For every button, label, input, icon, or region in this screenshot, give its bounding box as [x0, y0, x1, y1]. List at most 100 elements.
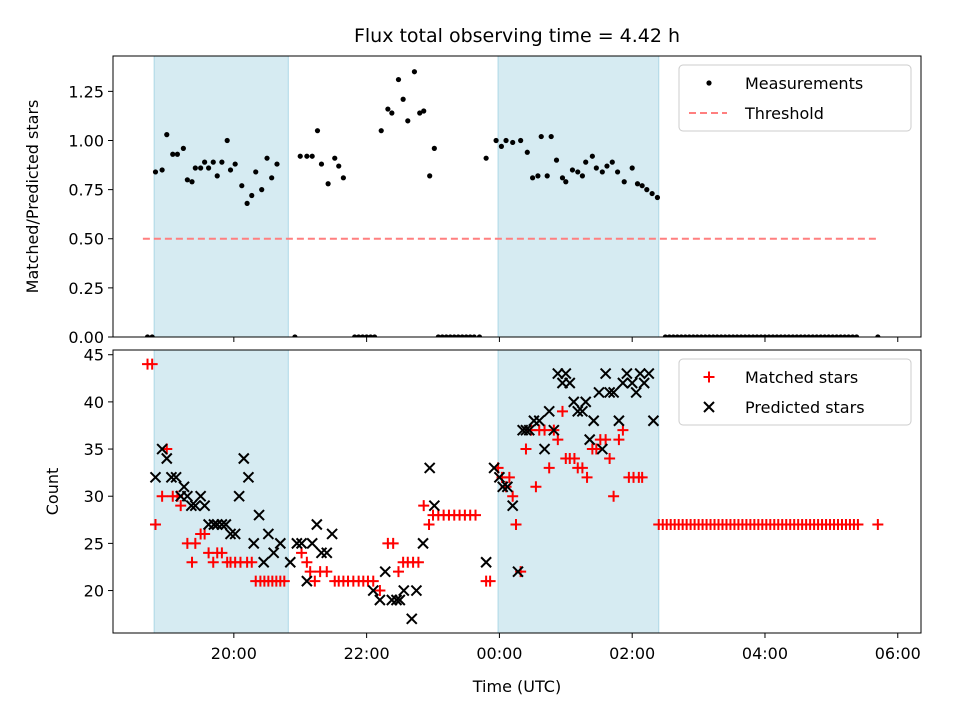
measurement-point	[332, 155, 338, 161]
measurement-point	[227, 167, 234, 173]
measurement-point	[589, 153, 595, 159]
measurement-point	[670, 334, 676, 337]
matched-point	[590, 443, 602, 455]
measurement-point	[318, 161, 325, 167]
x-tick-label: 04:00	[742, 644, 788, 663]
legend: Measurements Threshold	[678, 64, 912, 132]
x-tick-label: 02:00	[609, 644, 655, 663]
measurement-point	[192, 165, 198, 171]
predicted-point	[520, 424, 532, 436]
predicted-point	[560, 367, 572, 380]
predicted-point	[181, 490, 194, 502]
y-tick-label: 1.25	[68, 82, 104, 101]
measurement-point	[579, 173, 585, 179]
predicted-point	[394, 594, 406, 606]
measurement-point	[435, 334, 441, 337]
measurement-point	[842, 334, 848, 337]
measurement-point	[180, 145, 186, 151]
measurement-point	[575, 169, 581, 175]
data-layer	[142, 69, 881, 337]
legend: Matched stars Predicted stars	[678, 358, 912, 426]
measurement-point	[304, 153, 310, 159]
measurement-point	[202, 159, 208, 165]
measurement-point	[814, 334, 820, 337]
x-tick-label: 22:00	[344, 644, 390, 663]
measurement-point	[548, 133, 554, 140]
measurement-point	[850, 334, 856, 337]
shaded-region-1	[153, 349, 289, 634]
predicted-point	[224, 528, 237, 540]
measurement-point	[364, 334, 370, 337]
measurement-point	[476, 334, 483, 337]
measurement-point	[530, 175, 536, 181]
measurement-point	[459, 334, 465, 337]
measurement-point	[593, 165, 599, 171]
measurement-point	[690, 334, 696, 337]
predicted-point	[596, 443, 609, 455]
shaded-region-2	[497, 55, 660, 338]
matched-point	[392, 566, 404, 578]
matched-point	[304, 566, 316, 578]
measurement-point	[538, 133, 544, 140]
measurement-point	[493, 137, 499, 144]
predicted-point	[233, 490, 245, 502]
measurement-point	[503, 137, 509, 144]
predicted-point	[374, 594, 386, 606]
predicted-point	[406, 613, 418, 625]
measurement-point	[389, 110, 395, 116]
measurement-point	[405, 118, 411, 124]
measurement-point	[264, 155, 270, 161]
predicted-point	[488, 462, 500, 474]
y-tick-label: 20	[84, 582, 104, 601]
measurement-point	[400, 96, 406, 102]
predicted-point	[533, 415, 545, 427]
predicted-point	[398, 584, 410, 597]
legend-box	[678, 64, 912, 132]
legend-label: Predicted stars	[745, 398, 865, 417]
matched-point	[189, 537, 201, 549]
legend-predicted-swatch	[703, 401, 715, 413]
measurement-point	[634, 181, 641, 187]
matched-point	[552, 434, 564, 446]
predicted-point	[417, 537, 429, 550]
measurement-point	[718, 334, 724, 337]
measurement-point	[164, 132, 170, 138]
predicted-point	[161, 452, 173, 465]
matched-point	[604, 452, 616, 464]
measurement-point	[210, 159, 216, 165]
measurement-point	[726, 334, 732, 337]
measurement-point	[766, 334, 772, 337]
measurement-point	[678, 334, 684, 337]
y-tick-label: 0.50	[68, 230, 104, 249]
measurement-point	[710, 334, 716, 337]
measurement-point	[714, 334, 720, 337]
predicted-point	[379, 565, 391, 578]
predicted-point	[538, 443, 551, 455]
matched-point	[852, 519, 864, 531]
predicted-point	[267, 547, 280, 559]
measurement-point	[309, 153, 315, 159]
measurement-point	[686, 334, 692, 337]
measurement-point	[599, 169, 605, 175]
measurement-point	[790, 334, 796, 337]
matched-point	[207, 556, 219, 568]
predicted-point	[603, 386, 616, 399]
measurement-point	[336, 163, 342, 169]
matched-point	[470, 509, 482, 521]
measurement-point	[553, 157, 560, 163]
measurement-point	[639, 183, 645, 189]
matched-point	[175, 500, 187, 512]
x-tick-label: 00:00	[476, 644, 522, 663]
measurement-point	[569, 167, 576, 173]
measurement-point	[144, 334, 151, 337]
matched-point	[507, 490, 519, 502]
matched-point	[301, 556, 313, 568]
y-tick-label: 0.25	[68, 279, 104, 298]
measurement-point	[621, 179, 627, 185]
matched-point	[374, 585, 386, 597]
matched-point	[278, 575, 290, 587]
y-tick-label: 35	[84, 440, 104, 459]
predicted-point	[326, 528, 338, 540]
matched-point	[581, 471, 593, 483]
measurement-point	[774, 334, 780, 337]
